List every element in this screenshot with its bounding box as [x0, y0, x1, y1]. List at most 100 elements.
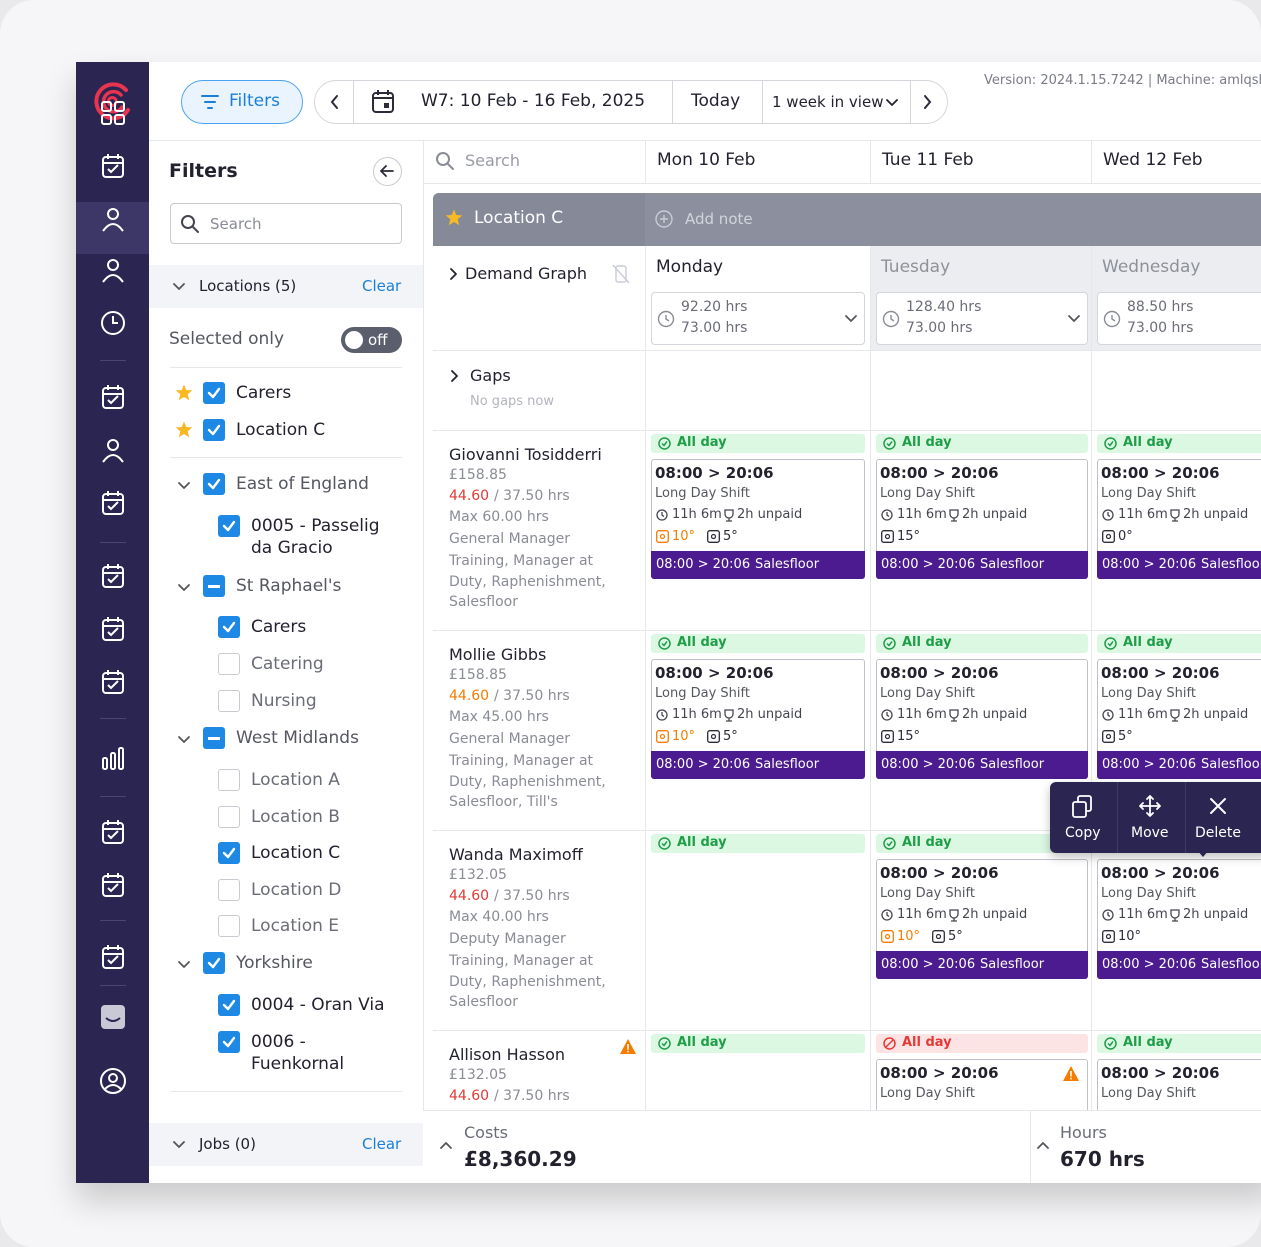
checkbox[interactable]: [218, 842, 240, 864]
column-divider: [645, 140, 646, 183]
icon-part: [881, 709, 893, 721]
badge-text: 5°: [723, 728, 738, 744]
filters-search[interactable]: [170, 203, 402, 244]
checkbox[interactable]: [218, 653, 240, 675]
checkbox[interactable]: [203, 382, 225, 404]
badge-icon: [707, 530, 720, 543]
filters-divider: [423, 140, 424, 1183]
icon-part: [178, 736, 190, 743]
employee-name[interactable]: Giovanni Tosidderri: [449, 444, 602, 464]
icon-part: [1104, 637, 1117, 650]
menu-item[interactable]: Move: [1131, 825, 1169, 842]
locations-header: [149, 265, 423, 308]
favourite-star: [175, 421, 193, 438]
demand-planned: 92.20 hrs: [681, 299, 748, 316]
demand-graph-label[interactable]: Demand Graph: [465, 263, 588, 283]
all-day-pill: [1097, 1034, 1261, 1053]
icon-part: [372, 92, 394, 113]
all-day-pill: [1097, 634, 1261, 653]
filter-icon: [201, 95, 219, 109]
icon-part: [207, 387, 221, 399]
badge-icon: [881, 730, 894, 743]
icon-part: [924, 95, 932, 109]
unpaid-icon: [949, 709, 959, 722]
filter-item-label: Location B: [251, 807, 340, 827]
grid-search-placeholder: Search: [465, 150, 520, 170]
checkbox[interactable]: [218, 994, 240, 1016]
employee-name[interactable]: Allison Hasson: [449, 1044, 566, 1064]
menu-item[interactable]: Copy: [1065, 825, 1101, 842]
shift-bar-location: Salesfloor: [755, 756, 820, 772]
icon-part: [101, 101, 112, 112]
icon-part: [101, 114, 112, 125]
icon-part: [107, 164, 119, 174]
checkbox[interactable]: [218, 515, 240, 537]
shift-duration: 11h 6m: [897, 506, 947, 522]
demand-clock: [657, 310, 675, 328]
menu-icon: [1139, 795, 1161, 817]
checkbox[interactable]: [218, 616, 240, 638]
icon-part: [107, 208, 119, 220]
jobs-clear[interactable]: Clear: [362, 1134, 402, 1153]
icon-part: [886, 441, 893, 447]
employee-name[interactable]: Wanda Maximoff: [449, 844, 583, 864]
icon-part: [440, 1142, 452, 1149]
view-select[interactable]: 1 week in view: [772, 92, 884, 111]
filters-button[interactable]: [181, 80, 303, 124]
all-day-label: All day: [902, 1034, 952, 1050]
employee-max: Max 45.00 hrs: [449, 709, 549, 726]
close-filters[interactable]: [373, 157, 402, 186]
icon-part: [207, 957, 221, 969]
add-note[interactable]: Add note: [685, 209, 753, 228]
shift-type: Long Day Shift: [880, 1085, 975, 1101]
checkbox[interactable]: [218, 879, 240, 901]
shift-bar: [1097, 751, 1261, 779]
duration-icon: [1102, 909, 1114, 921]
badge-text: 5°: [1118, 728, 1133, 744]
menu-item[interactable]: Delete: [1195, 825, 1241, 842]
prev-week: [330, 95, 338, 109]
icon-part: [661, 512, 665, 518]
icon-part: [101, 1005, 125, 1029]
week-label[interactable]: W7: 10 Feb - 16 Feb, 2025: [421, 91, 646, 112]
demand-dropdown[interactable]: [1097, 292, 1261, 345]
badge-text: 0°: [1118, 528, 1133, 544]
icon-part: [178, 961, 190, 968]
icon-part: [1139, 795, 1161, 817]
icon-part: [105, 1017, 121, 1022]
icon-part: [102, 493, 124, 515]
checkbox[interactable]: [218, 690, 240, 712]
check-mark: [222, 847, 236, 859]
checkbox[interactable]: [218, 806, 240, 828]
checkbox[interactable]: [218, 1031, 240, 1053]
badge-text: 10°: [1118, 928, 1142, 944]
checkbox[interactable]: [203, 952, 225, 974]
icon-part: [661, 641, 668, 647]
demand-dropdown[interactable]: [651, 292, 865, 345]
shift-card[interactable]: [1097, 1059, 1261, 1110]
today-button[interactable]: Today: [691, 91, 741, 112]
checkbox[interactable]: [203, 473, 225, 495]
checkbox[interactable]: [218, 769, 240, 791]
icon-part: [886, 841, 893, 847]
checkbox[interactable]: [218, 915, 240, 937]
unpaid-icon: [724, 709, 734, 722]
employee-name[interactable]: Mollie Gibbs: [449, 644, 547, 664]
shift-card[interactable]: [876, 1059, 1088, 1110]
badge-icon: [1102, 530, 1115, 543]
shift-time: 08:00 > 20:06: [880, 463, 999, 482]
icon-part: [658, 637, 671, 650]
locations-clear[interactable]: Clear: [362, 276, 402, 295]
demand-dropdown[interactable]: [876, 292, 1088, 345]
icon-part: [710, 533, 717, 540]
icon-part: [932, 930, 945, 943]
gaps-label[interactable]: Gaps: [470, 365, 511, 385]
icon-part: [175, 384, 193, 401]
menu-icon: [1210, 798, 1226, 814]
icon-part: [102, 757, 108, 770]
employee-skills: Training, Manager at Duty, Raphenishment…: [449, 753, 606, 810]
checkbox[interactable]: [203, 419, 225, 441]
icon-part: [949, 909, 959, 922]
sidebar-icon: [102, 873, 124, 897]
shift-time: 08:00 > 20:06: [880, 663, 999, 682]
